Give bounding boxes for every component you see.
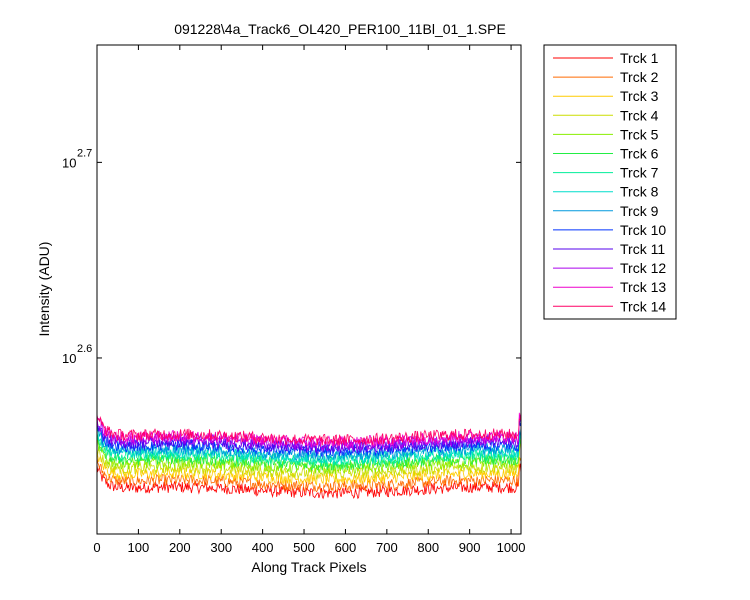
- legend-label-trck-3: Trck 3: [620, 88, 659, 104]
- series-line-trck-2: [96, 456, 522, 493]
- legend-label-trck-7: Trck 7: [620, 165, 659, 181]
- x-tick-label: 900: [459, 540, 481, 555]
- x-tick-label: 600: [335, 540, 357, 555]
- series-line-trck-9: [96, 426, 522, 462]
- x-tick-label: 400: [252, 540, 274, 555]
- legend-label-trck-14: Trck 14: [620, 298, 666, 314]
- x-axis-label: Along Track Pixels: [251, 559, 366, 575]
- series-line-trck-3: [96, 447, 522, 486]
- chart-title: 091228\4a_Track6_OL420_PER100_11Bl_01_1.…: [174, 21, 506, 37]
- plot-lines: [96, 411, 522, 500]
- x-tick-label: 200: [169, 540, 191, 555]
- legend-label-trck-6: Trck 6: [620, 146, 659, 162]
- legend-label-trck-2: Trck 2: [620, 69, 659, 85]
- x-tick-label: 500: [293, 540, 315, 555]
- legend-label-trck-1: Trck 1: [620, 50, 659, 66]
- y-tick-label-base: 10: [62, 351, 76, 366]
- x-tick-label: 300: [210, 540, 232, 555]
- series-line-trck-13: [96, 412, 522, 449]
- x-axis: 0 100 200 300 400 500 600 700 800 900 1000: [93, 45, 526, 555]
- legend-label-trck-8: Trck 8: [620, 184, 659, 200]
- legend-label-trck-5: Trck 5: [620, 126, 659, 142]
- legend-label-trck-11: Trck 11: [620, 241, 665, 257]
- x-tick-label: 700: [376, 540, 398, 555]
- x-tick-label: 1000: [497, 540, 526, 555]
- legend-label-trck-12: Trck 12: [620, 260, 666, 276]
- x-tick-label: 100: [128, 540, 150, 555]
- legend-label-trck-4: Trck 4: [620, 107, 659, 123]
- x-tick-label: 800: [417, 540, 439, 555]
- legend-label-trck-9: Trck 9: [620, 203, 659, 219]
- legend-box: [543, 44, 677, 320]
- legend: Trck 1 Trck 2 Trck 3 Trck 4 Trck 5 Trck 6 Trck…: [543, 44, 677, 320]
- x-tick-label: 0: [93, 540, 100, 555]
- y-tick-label-exponent: 2.7: [77, 147, 92, 159]
- legend-label-trck-13: Trck 13: [620, 279, 666, 295]
- series-line-trck-1: [96, 463, 522, 500]
- y-axis-label: Intensity (ADU): [36, 242, 52, 337]
- series-line-trck-14: [96, 411, 522, 446]
- y-tick-label-base: 10: [62, 155, 76, 170]
- y-tick-label-exponent: 2.6: [77, 343, 92, 355]
- plot-area-frame: [96, 44, 522, 535]
- legend-label-trck-10: Trck 10: [620, 222, 666, 238]
